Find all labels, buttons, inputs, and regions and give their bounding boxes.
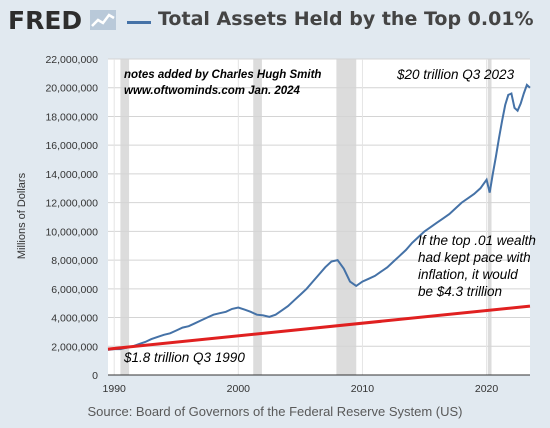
chart-area: 0 2,000,000 4,000,000 6,000,000 8,000,000 10,…	[0, 42, 550, 402]
y-tick-label: 0	[92, 370, 98, 382]
annotation-2: $20 trillion Q3 2023	[396, 67, 515, 82]
y-tick-label: 20,000,000	[45, 83, 98, 95]
plot-background	[108, 59, 530, 375]
x-tick-label: 1990	[103, 383, 127, 395]
x-tick-label: 2010	[351, 383, 375, 395]
series-line-assets	[107, 83, 531, 351]
y-tick-label: 12,000,000	[45, 198, 98, 210]
chart-title: Total Assets Held by the Top 0.01%	[158, 8, 534, 30]
y-tick-label: 16,000,000	[45, 140, 98, 152]
y-tick-label: 18,000,000	[45, 111, 98, 123]
y-tick-label: 2,000,000	[51, 341, 98, 353]
annotation-3: If the top .01 wealth	[418, 233, 536, 248]
annotation-5: inflation, it would	[418, 267, 518, 282]
chart-svg: 0 2,000,000 4,000,000 6,000,000 8,000,000 10,…	[45, 54, 536, 395]
y-tick-label: 8,000,000	[51, 255, 98, 267]
chart-header: FRED Total Assets Held by the Top 0.01%	[0, 0, 550, 42]
annotation-7: $1.8 trillion Q3 1990	[123, 350, 245, 365]
x-tick-label: 2020	[475, 383, 499, 395]
legend-swatch	[127, 21, 151, 24]
annotation-6: be $4.3 trillion	[418, 284, 502, 299]
y-tick-label: 10,000,000	[45, 226, 98, 238]
y-axis-label: Millions of Dollars	[16, 172, 28, 260]
recession-band-3	[487, 59, 492, 375]
y-tick-label: 14,000,000	[45, 169, 98, 181]
fred-logo: FRED	[8, 6, 83, 35]
y-tick-label: 22,000,000	[45, 54, 98, 66]
y-tick-label: 4,000,000	[51, 313, 98, 325]
annotation-0: notes added by Charles Hugh Smith	[124, 69, 321, 81]
y-tick-label: 6,000,000	[51, 284, 98, 296]
annotation-1: www.oftwominds.com Jan. 2024	[124, 85, 301, 97]
recession-band-2	[336, 59, 357, 375]
x-tick-label: 2000	[227, 383, 251, 395]
source-note: Source: Board of Governors of the Federa…	[87, 404, 463, 419]
recession-band-1	[253, 59, 262, 375]
annotation-4: had kept pace with	[418, 250, 531, 265]
recession-band-0	[120, 59, 130, 375]
line-graph-icon	[90, 10, 116, 30]
series-line-inflation	[107, 304, 531, 351]
